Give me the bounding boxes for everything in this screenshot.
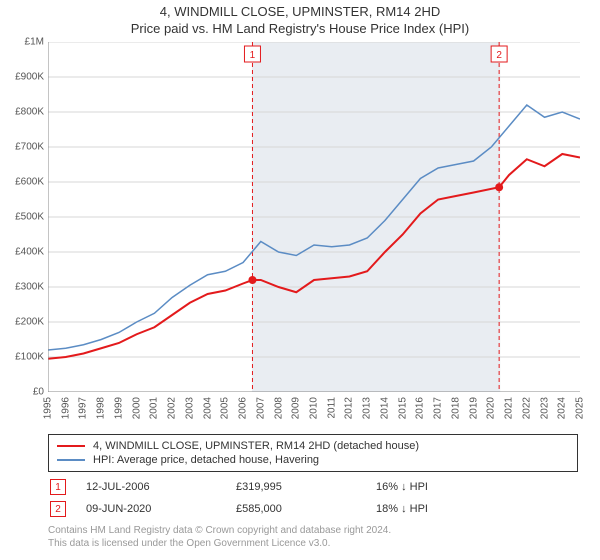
svg-text:1: 1 [250, 50, 256, 61]
x-tick-label: 2008 [273, 397, 284, 419]
x-tick-label: 2017 [433, 397, 444, 419]
x-tick-label: 2001 [149, 397, 160, 419]
x-tick-label: 2022 [521, 397, 532, 419]
x-tick-label: 2011 [326, 397, 337, 419]
chart-area: 12 [48, 42, 580, 392]
x-tick-label: 2003 [184, 397, 195, 419]
y-tick-label: £500K [15, 212, 44, 223]
x-tick-label: 2021 [504, 397, 515, 419]
x-tick-label: 1996 [60, 397, 71, 419]
footer-line1: Contains HM Land Registry data © Crown c… [48, 524, 578, 537]
x-tick-label: 2002 [167, 397, 178, 419]
table-row: 2 09-JUN-2020 £585,000 18% ↓ HPI [48, 498, 578, 520]
chart-title-line1: 4, WINDMILL CLOSE, UPMINSTER, RM14 2HD [0, 4, 600, 19]
y-tick-label: £400K [15, 247, 44, 258]
chart-svg: 12 [48, 42, 580, 392]
x-tick-label: 2004 [202, 397, 213, 419]
svg-text:2: 2 [496, 50, 502, 61]
table-cell-price: £319,995 [236, 481, 336, 493]
x-tick-label: 2005 [220, 397, 231, 419]
table-row: 1 12-JUL-2006 £319,995 16% ↓ HPI [48, 476, 578, 498]
table-cell-price: £585,000 [236, 503, 336, 515]
x-axis: 1995199619971998199920002001200220032004… [48, 395, 580, 435]
x-tick-label: 2012 [344, 397, 355, 419]
x-tick-label: 2007 [255, 397, 266, 419]
x-tick-label: 1997 [78, 397, 89, 419]
y-tick-label: £100K [15, 352, 44, 363]
x-tick-label: 2006 [238, 397, 249, 419]
y-axis: £0£100K£200K£300K£400K£500K£600K£700K£80… [0, 42, 48, 392]
x-tick-label: 1995 [43, 397, 54, 419]
legend-item: HPI: Average price, detached house, Have… [57, 453, 569, 467]
x-tick-label: 1998 [96, 397, 107, 419]
legend-box: 4, WINDMILL CLOSE, UPMINSTER, RM14 2HD (… [48, 434, 578, 472]
table-cell-diff: 18% ↓ HPI [376, 503, 486, 515]
x-tick-label: 2023 [539, 397, 550, 419]
table-cell-date: 12-JUL-2006 [86, 481, 196, 493]
legend-label: 4, WINDMILL CLOSE, UPMINSTER, RM14 2HD (… [93, 440, 419, 452]
marker-badge: 2 [50, 501, 66, 517]
x-tick-label: 2019 [468, 397, 479, 419]
footer-line2: This data is licensed under the Open Gov… [48, 537, 578, 550]
legend-label: HPI: Average price, detached house, Have… [93, 454, 319, 466]
table-cell-date: 09-JUN-2020 [86, 503, 196, 515]
chart-title-line2: Price paid vs. HM Land Registry's House … [0, 21, 600, 36]
chart-title-block: 4, WINDMILL CLOSE, UPMINSTER, RM14 2HD P… [0, 0, 600, 38]
x-tick-label: 2018 [450, 397, 461, 419]
legend-swatch [57, 459, 85, 461]
y-tick-label: £300K [15, 282, 44, 293]
x-tick-label: 2010 [309, 397, 320, 419]
sales-table: 1 12-JUL-2006 £319,995 16% ↓ HPI 2 09-JUN-202… [48, 476, 578, 520]
y-tick-label: £1M [25, 37, 44, 48]
x-tick-label: 2014 [379, 397, 390, 419]
x-tick-label: 2020 [486, 397, 497, 419]
y-tick-label: £200K [15, 317, 44, 328]
x-tick-label: 2025 [575, 397, 586, 419]
x-tick-label: 2015 [397, 397, 408, 419]
legend-item: 4, WINDMILL CLOSE, UPMINSTER, RM14 2HD (… [57, 439, 569, 453]
x-tick-label: 2000 [131, 397, 142, 419]
y-tick-label: £900K [15, 72, 44, 83]
x-tick-label: 2009 [291, 397, 302, 419]
x-tick-label: 2013 [362, 397, 373, 419]
y-tick-label: £700K [15, 142, 44, 153]
marker-badge: 1 [50, 479, 66, 495]
legend-swatch [57, 445, 85, 447]
y-tick-label: £0 [33, 387, 44, 398]
y-tick-label: £600K [15, 177, 44, 188]
y-tick-label: £800K [15, 107, 44, 118]
attribution-footer: Contains HM Land Registry data © Crown c… [48, 524, 578, 550]
table-cell-diff: 16% ↓ HPI [376, 481, 486, 493]
x-tick-label: 1999 [113, 397, 124, 419]
x-tick-label: 2024 [557, 397, 568, 419]
x-tick-label: 2016 [415, 397, 426, 419]
